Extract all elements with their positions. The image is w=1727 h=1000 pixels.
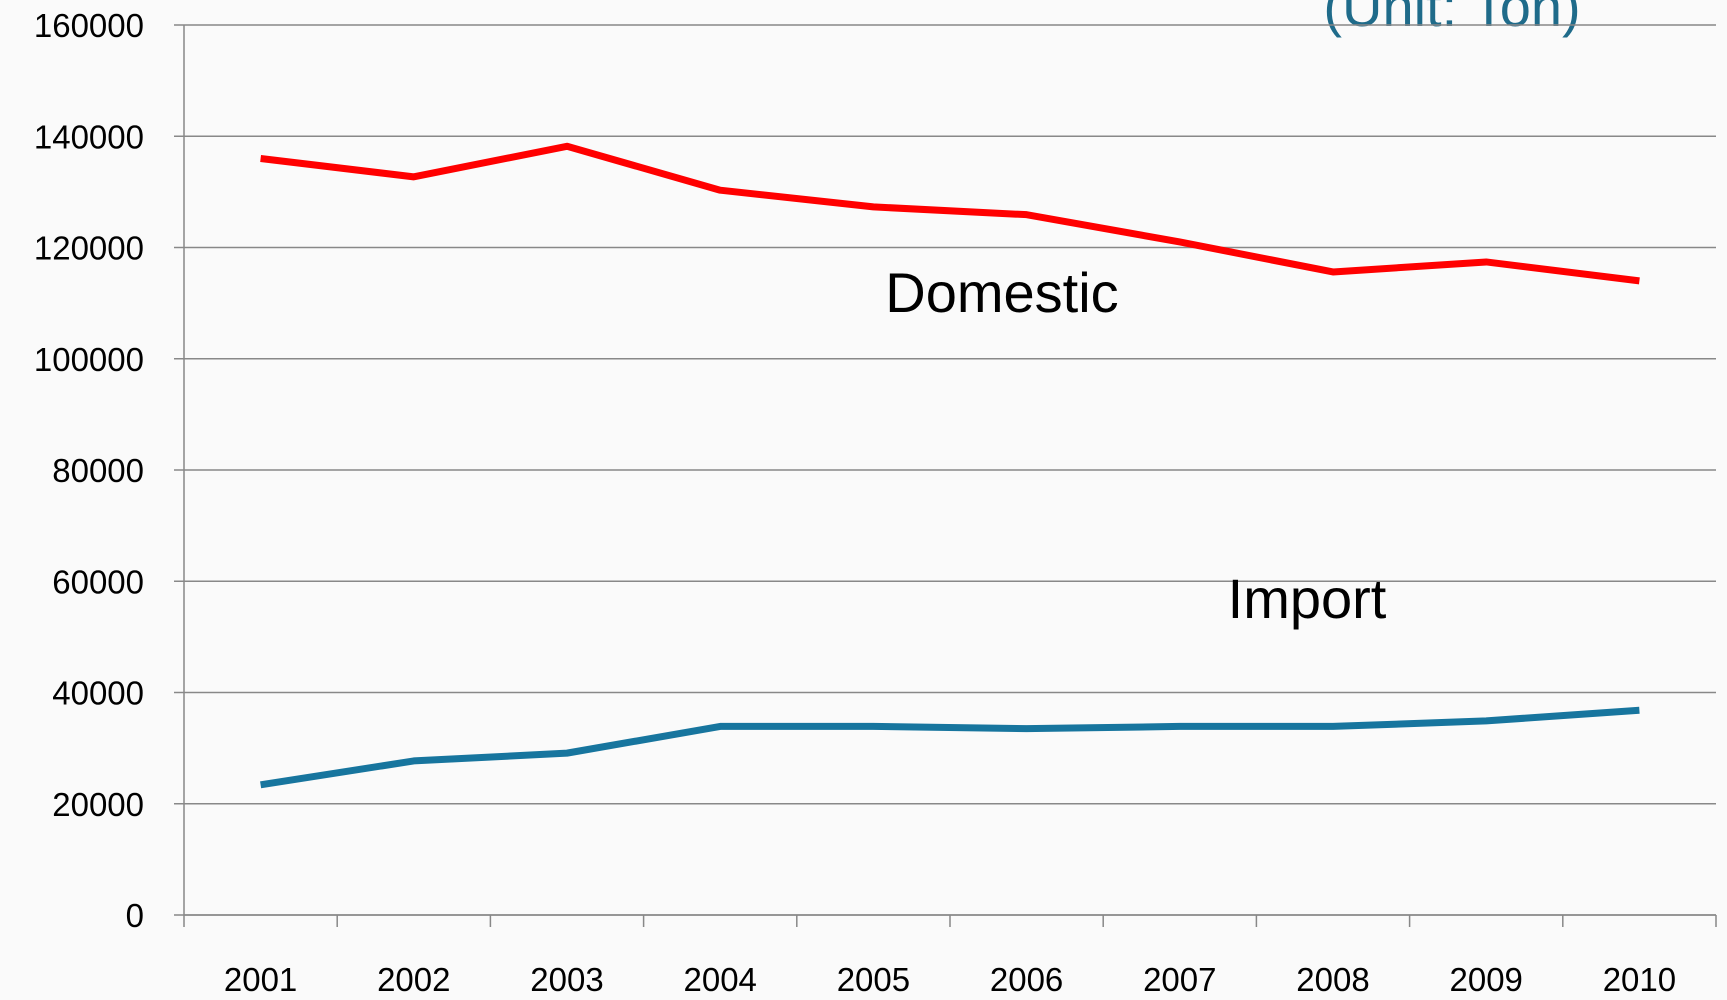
x-tick-label: 2006 [990, 961, 1063, 998]
series-label: Domestic [885, 261, 1118, 324]
x-tick-label: 2008 [1296, 961, 1369, 998]
x-tick-label: 2004 [683, 961, 756, 998]
y-tick-label: 40000 [52, 675, 144, 712]
y-tick-label: 0 [126, 897, 144, 934]
x-tick-label: 2002 [377, 961, 450, 998]
y-tick-label: 80000 [52, 452, 144, 489]
y-tick-label: 140000 [34, 118, 144, 155]
y-tick-label: 20000 [52, 786, 144, 823]
series-line [260, 706, 1640, 789]
y-tick-label: 100000 [34, 341, 144, 378]
x-tick-label: 2005 [837, 961, 910, 998]
x-tick-label: 2007 [1143, 961, 1216, 998]
y-tick-label: 60000 [52, 563, 144, 600]
series-line [260, 142, 1640, 285]
x-tick-label: 2001 [224, 961, 297, 998]
x-tick-label: 2003 [530, 961, 603, 998]
y-tick-label: 120000 [34, 230, 144, 267]
unit-note: (Unit: Ton) [1323, 0, 1580, 38]
x-tick-label: 2009 [1449, 961, 1522, 998]
x-tick-label: 2010 [1603, 961, 1676, 998]
y-tick-label: 160000 [34, 7, 144, 44]
series-label: Import [1228, 567, 1387, 630]
